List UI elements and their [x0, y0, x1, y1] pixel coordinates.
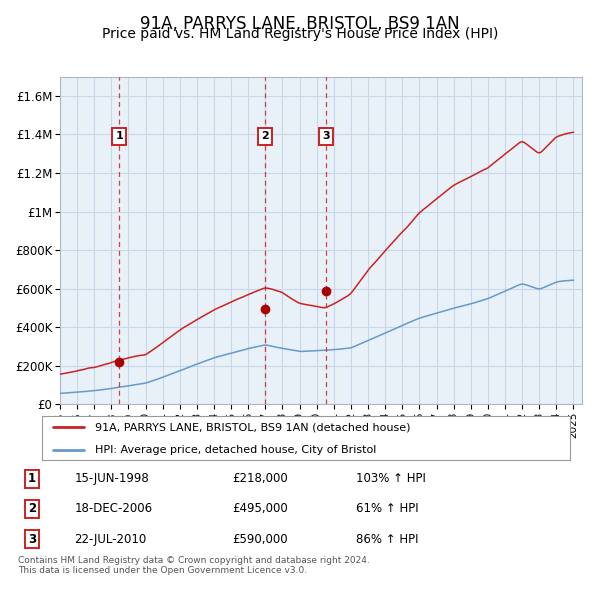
Text: £590,000: £590,000	[232, 533, 288, 546]
Text: £495,000: £495,000	[232, 502, 288, 516]
Text: 61% ↑ HPI: 61% ↑ HPI	[356, 502, 419, 516]
Text: £218,000: £218,000	[232, 472, 288, 485]
Text: 86% ↑ HPI: 86% ↑ HPI	[356, 533, 419, 546]
Text: 91A, PARRYS LANE, BRISTOL, BS9 1AN: 91A, PARRYS LANE, BRISTOL, BS9 1AN	[140, 15, 460, 34]
Text: 103% ↑ HPI: 103% ↑ HPI	[356, 472, 426, 485]
Text: 1: 1	[28, 472, 36, 485]
Text: Contains HM Land Registry data © Crown copyright and database right 2024.
This d: Contains HM Land Registry data © Crown c…	[18, 556, 370, 575]
Text: 2: 2	[28, 502, 36, 516]
Text: 3: 3	[322, 132, 330, 142]
Text: 18-DEC-2006: 18-DEC-2006	[74, 502, 152, 516]
Text: HPI: Average price, detached house, City of Bristol: HPI: Average price, detached house, City…	[95, 445, 376, 455]
Text: 3: 3	[28, 533, 36, 546]
Text: 91A, PARRYS LANE, BRISTOL, BS9 1AN (detached house): 91A, PARRYS LANE, BRISTOL, BS9 1AN (deta…	[95, 422, 410, 432]
Text: 15-JUN-1998: 15-JUN-1998	[74, 472, 149, 485]
Text: 1: 1	[115, 132, 123, 142]
Text: Price paid vs. HM Land Registry's House Price Index (HPI): Price paid vs. HM Land Registry's House …	[102, 27, 498, 41]
Text: 22-JUL-2010: 22-JUL-2010	[74, 533, 146, 546]
Text: 2: 2	[261, 132, 269, 142]
